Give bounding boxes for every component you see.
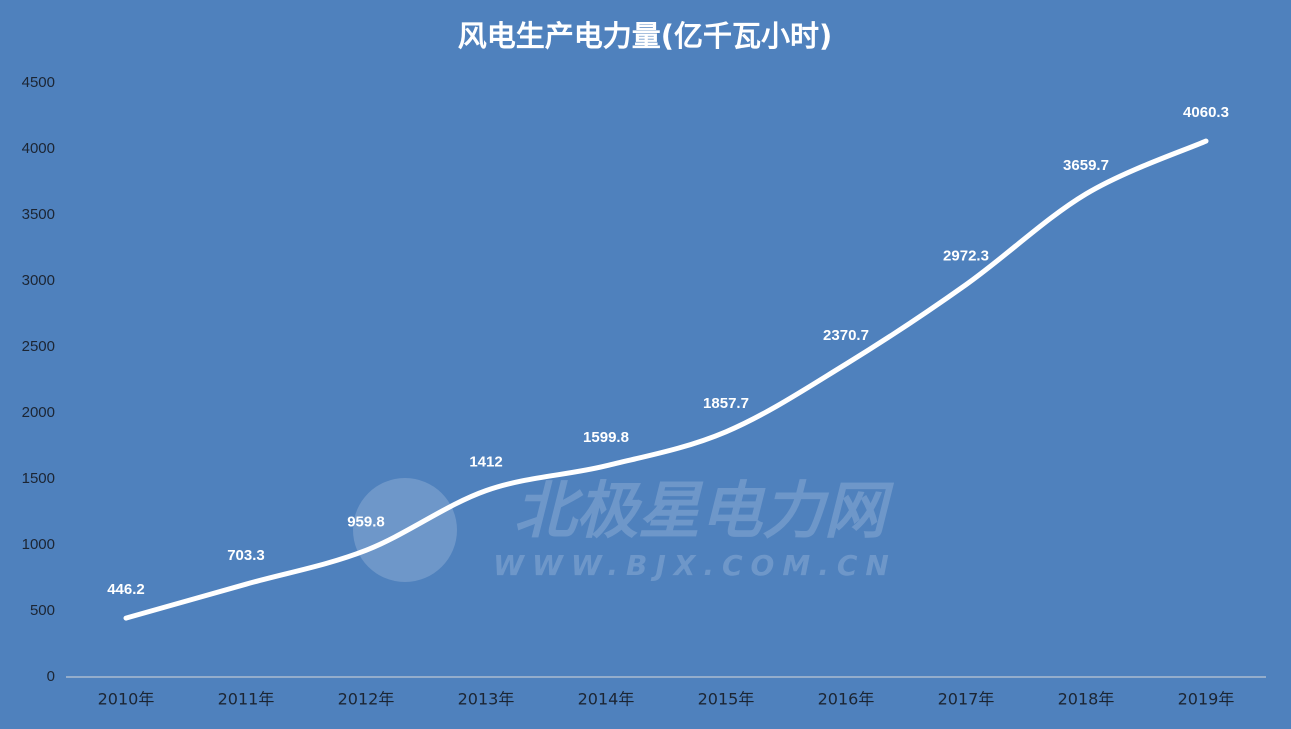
y-tick-label: 500 <box>30 602 55 619</box>
y-tick-label: 3000 <box>22 272 55 289</box>
x-tick-label: 2015年 <box>698 690 755 709</box>
chart-title: 风电生产电力量(亿千瓦小时) <box>458 19 833 53</box>
x-tick-label: 2012年 <box>338 690 395 709</box>
value-label: 2972.3 <box>943 248 989 265</box>
value-label: 1412 <box>469 454 502 471</box>
y-tick-label: 4000 <box>22 140 55 157</box>
value-label: 3659.7 <box>1063 157 1109 174</box>
x-tick-label: 2010年 <box>98 690 155 709</box>
x-tick-label: 2018年 <box>1058 690 1115 709</box>
value-label: 1599.8 <box>583 429 629 446</box>
y-tick-label: 2500 <box>22 338 55 355</box>
y-tick-label: 2000 <box>22 404 55 421</box>
x-tick-label: 2011年 <box>218 690 275 709</box>
x-tick-label: 2013年 <box>458 690 515 709</box>
y-tick-label: 4500 <box>22 74 55 91</box>
x-tick-label: 2014年 <box>578 690 635 709</box>
x-tick-label: 2019年 <box>1178 690 1235 709</box>
value-label: 4060.3 <box>1183 104 1229 121</box>
value-label: 703.3 <box>227 547 265 564</box>
watermark: 北极星电力网 <box>514 474 895 547</box>
y-tick-label: 3500 <box>22 206 55 223</box>
y-tick-label: 1000 <box>22 536 55 553</box>
y-tick-label: 1500 <box>22 470 55 487</box>
x-tick-label: 2017年 <box>938 690 995 709</box>
value-label: 1857.7 <box>703 395 749 412</box>
value-label: 959.8 <box>347 513 385 530</box>
watermark: WWW.BJX.COM.CN <box>493 549 897 582</box>
x-tick-label: 2016年 <box>818 690 875 709</box>
y-tick-label: 0 <box>47 668 55 685</box>
value-label: 2370.7 <box>823 327 869 344</box>
value-label: 446.2 <box>107 581 145 598</box>
line <box>123 138 1209 621</box>
